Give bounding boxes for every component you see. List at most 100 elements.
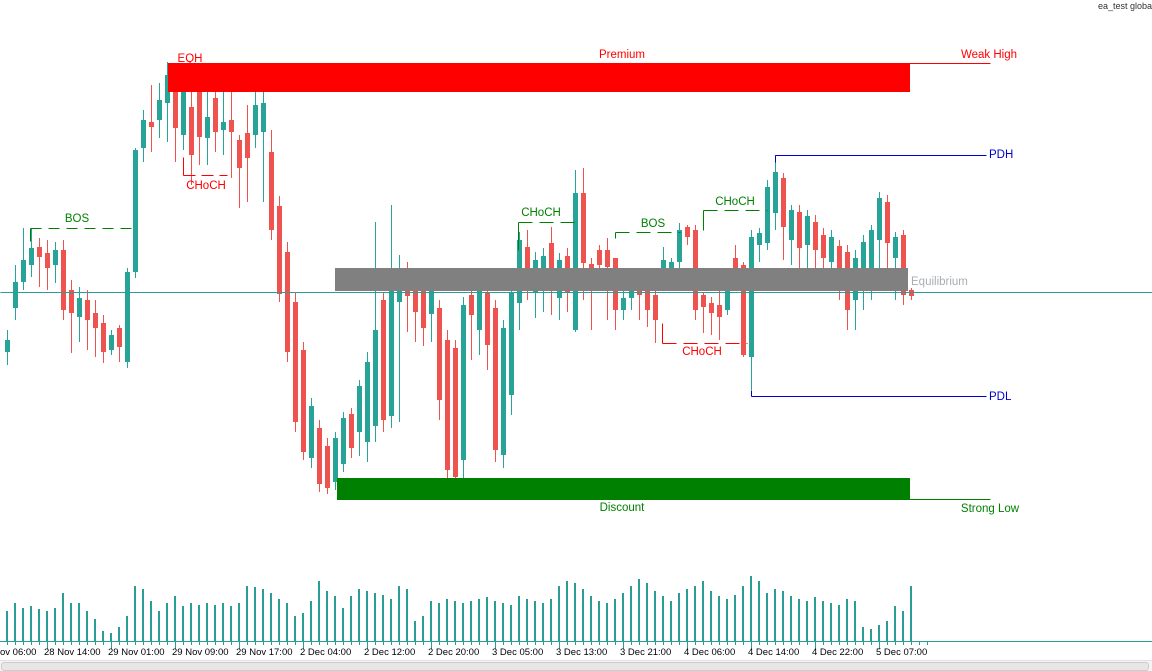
volume-bar xyxy=(238,603,240,641)
candle-body xyxy=(69,290,74,313)
volume-bar xyxy=(774,589,776,641)
candle-body xyxy=(717,305,722,317)
candle-body xyxy=(237,140,242,168)
volume-bar xyxy=(326,591,328,641)
candle-body xyxy=(125,272,130,362)
volume-bar xyxy=(374,593,376,641)
volume-bar xyxy=(446,599,448,641)
volume-bar xyxy=(662,596,664,641)
strong-low-label[interactable]: Strong Low xyxy=(961,503,1020,515)
axis-time-label: 2 Dec 12:00 xyxy=(364,647,415,658)
candle-body xyxy=(373,330,378,426)
candle-body xyxy=(861,242,866,290)
candle-body xyxy=(29,248,34,265)
volume-bar xyxy=(262,589,264,641)
candle-body xyxy=(621,298,626,310)
candle-body xyxy=(501,328,506,455)
candle-body xyxy=(149,122,154,127)
volume-bar xyxy=(310,601,312,641)
choch-label-3[interactable]: CHoCH xyxy=(715,196,755,208)
axis-time-label: 4 Dec 06:00 xyxy=(684,647,735,658)
volume-bar xyxy=(126,616,128,641)
candle-body xyxy=(77,298,82,317)
volume-bar xyxy=(886,621,888,641)
candle-body xyxy=(277,206,282,294)
candle-body xyxy=(821,235,826,258)
discount-zone[interactable] xyxy=(337,478,910,500)
volume-bar xyxy=(14,603,16,641)
horizontal-scrollbar[interactable] xyxy=(0,660,1152,671)
equilibrium-zone[interactable] xyxy=(335,268,908,291)
candle-body xyxy=(301,350,306,452)
volume-bar xyxy=(302,613,304,641)
volume-bar xyxy=(190,603,192,641)
pdl-label[interactable]: PDL xyxy=(989,391,1012,403)
volume-bar xyxy=(854,601,856,641)
candle-body xyxy=(181,75,186,135)
volume-bar xyxy=(486,597,488,641)
candle-body xyxy=(469,295,474,315)
volume-bar xyxy=(366,591,368,641)
scrollbar-thumb[interactable] xyxy=(1,662,1149,671)
volume-bar xyxy=(902,611,904,641)
volume-bar xyxy=(878,625,880,641)
candle-body xyxy=(205,117,210,138)
volume-bar xyxy=(38,609,40,641)
volume-bar xyxy=(550,599,552,641)
candle-body xyxy=(109,335,114,350)
candle-body xyxy=(653,295,658,320)
premium-zone[interactable] xyxy=(168,63,910,92)
candle-body xyxy=(269,152,274,230)
candle-body xyxy=(349,414,354,448)
volume-bar xyxy=(734,595,736,641)
candle-body xyxy=(61,250,66,310)
volume-bar xyxy=(422,616,424,641)
discount-label[interactable]: Discount xyxy=(600,502,646,514)
bos-label-2[interactable]: BOS xyxy=(641,218,666,230)
candle-body xyxy=(229,120,234,132)
volume-bar xyxy=(286,603,288,641)
choch-label-2[interactable]: CHoCH xyxy=(521,207,561,219)
candle-body xyxy=(341,418,346,464)
candle-body xyxy=(829,237,834,262)
eqh-label[interactable]: EQH xyxy=(178,53,203,65)
candle-body xyxy=(157,100,162,120)
axis-time-label: 2 Dec 20:00 xyxy=(428,647,479,658)
candle-body xyxy=(709,303,714,313)
volume-bar xyxy=(414,621,416,641)
volume-bar xyxy=(454,601,456,641)
volume-bar xyxy=(30,606,32,641)
equilibrium-label[interactable]: Equilibrium xyxy=(911,276,968,288)
volume-bar xyxy=(150,601,152,641)
volume-bar xyxy=(582,589,584,641)
pdh-label[interactable]: PDH xyxy=(989,149,1013,161)
volume-bar xyxy=(462,603,464,641)
bos-label-1[interactable]: BOS xyxy=(65,213,90,225)
volume-bar xyxy=(270,593,272,641)
candle-body xyxy=(13,282,18,308)
volume-bar xyxy=(134,586,136,641)
volume-bar xyxy=(206,603,208,641)
volume-bar xyxy=(174,596,176,641)
volume-bar xyxy=(838,605,840,641)
volume-bar xyxy=(822,601,824,641)
candle-body xyxy=(381,300,386,420)
axis-time-label: 28 Nov 14:00 xyxy=(44,647,101,658)
candle-body xyxy=(701,295,706,307)
volume-bar xyxy=(110,633,112,641)
volume-bar xyxy=(406,589,408,641)
candle-body xyxy=(101,323,106,352)
candle-body xyxy=(725,277,730,310)
volume-bar xyxy=(390,599,392,641)
choch-label-4[interactable]: CHoCH xyxy=(682,346,722,358)
volume-bar xyxy=(94,619,96,641)
volume-bar xyxy=(534,601,536,641)
volume-bar xyxy=(70,603,72,641)
premium-label[interactable]: Premium xyxy=(599,49,645,61)
choch-label-1[interactable]: CHoCH xyxy=(186,180,226,192)
weak-high-label[interactable]: Weak High xyxy=(961,49,1017,61)
volume-bar xyxy=(598,601,600,641)
candle-body xyxy=(877,198,882,240)
axis-time-label: 3 Dec 13:00 xyxy=(556,647,607,658)
